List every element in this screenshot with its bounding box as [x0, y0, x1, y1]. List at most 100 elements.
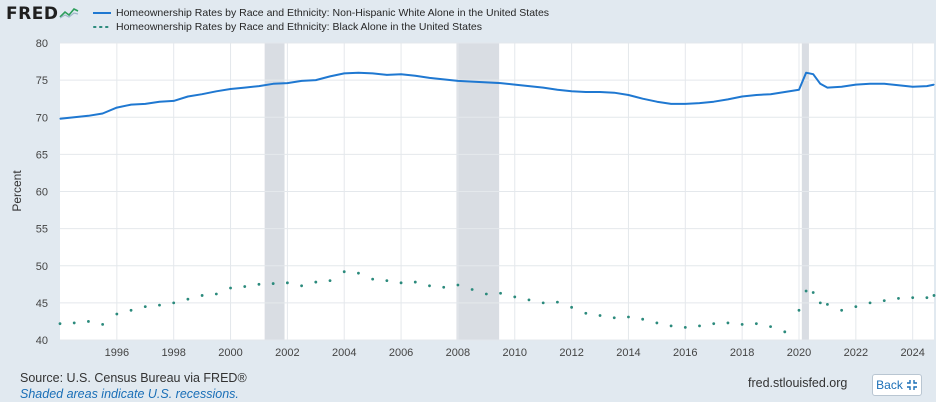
- data-point-black: [87, 320, 90, 323]
- data-point-black: [371, 277, 375, 281]
- data-point-black: [804, 289, 808, 293]
- data-point-white: [499, 82, 502, 84]
- data-point-black: [683, 325, 687, 329]
- data-point-white: [642, 98, 644, 100]
- data-point-black: [555, 300, 559, 304]
- x-tick-label: 2016: [673, 347, 697, 359]
- data-point-white: [897, 84, 900, 86]
- data-point-black: [484, 292, 488, 296]
- data-point-white: [244, 86, 246, 89]
- data-point-white: [599, 91, 601, 93]
- data-point-black: [911, 296, 915, 300]
- data-point-white: [73, 116, 75, 118]
- data-point-white: [173, 100, 175, 102]
- data-point-white: [798, 89, 800, 91]
- data-point-black: [925, 296, 929, 300]
- data-point-black: [58, 322, 62, 326]
- data-point-white: [769, 93, 772, 95]
- x-tick-label: 2014: [616, 347, 640, 359]
- recession-note: Shaded areas indicate U.S. recessions.: [20, 387, 239, 401]
- data-point-white: [713, 101, 715, 103]
- data-point-black: [143, 305, 147, 308]
- data-point-white: [926, 85, 928, 87]
- data-point-white: [144, 103, 146, 105]
- grid-lines: [60, 42, 934, 341]
- data-point-white: [201, 93, 203, 95]
- data-point-white: [428, 77, 431, 79]
- data-point-black: [932, 294, 936, 297]
- data-point-white: [514, 83, 516, 86]
- data-point-black: [897, 297, 900, 300]
- y-tick-label: 45: [36, 298, 48, 310]
- data-point-black: [598, 314, 602, 317]
- x-tick-label: 2018: [730, 347, 754, 359]
- data-point-black: [257, 282, 261, 286]
- data-point-white: [102, 112, 104, 115]
- data-point-white: [841, 86, 843, 88]
- data-point-black: [655, 321, 659, 325]
- data-point-white: [755, 94, 757, 96]
- data-point-black: [470, 288, 474, 291]
- fred-logo-text: FRED: [6, 4, 59, 24]
- data-point-black: [300, 284, 303, 288]
- data-point-black: [243, 285, 247, 288]
- data-point-black: [811, 291, 815, 294]
- data-point-white: [542, 86, 544, 89]
- data-point-black: [612, 316, 616, 320]
- data-point-white: [258, 85, 260, 87]
- data-point-white: [386, 74, 388, 76]
- y-axis: 40 45 50 55 60 65 70 75 80: [36, 38, 48, 347]
- data-point-black: [342, 270, 346, 274]
- data-point-black: [328, 279, 332, 282]
- y-tick-label: 70: [36, 112, 48, 124]
- data-point-black: [101, 323, 105, 326]
- data-point-white: [485, 81, 487, 83]
- data-point-black: [627, 315, 630, 319]
- data-point-white: [457, 80, 459, 82]
- data-point-black: [698, 324, 701, 328]
- data-point-black: [854, 305, 858, 308]
- data-point-white: [883, 83, 885, 85]
- y-tick-label: 55: [36, 224, 48, 236]
- data-point-white: [272, 83, 274, 85]
- x-tick-label: 2020: [787, 347, 811, 359]
- data-point-black: [385, 279, 389, 282]
- data-point-white: [229, 88, 232, 90]
- fred-logo[interactable]: FRED: [6, 4, 80, 24]
- data-point-white: [627, 94, 630, 96]
- data-point-white: [443, 78, 445, 80]
- data-point-black: [357, 271, 360, 275]
- data-point-white: [315, 79, 317, 81]
- x-tick-label: 1996: [105, 347, 129, 359]
- data-point-black: [754, 322, 758, 326]
- site-url[interactable]: fred.stlouisfed.org: [748, 376, 848, 390]
- x-tick-label: 2006: [389, 347, 413, 359]
- legend-label-black: Homeownership Rates by Race and Ethnicit…: [116, 21, 482, 33]
- data-point-white: [933, 83, 935, 86]
- data-point-black: [214, 292, 218, 296]
- data-point-white: [571, 90, 573, 92]
- data-point-white: [329, 75, 331, 78]
- x-tick-label: 1998: [161, 347, 185, 359]
- data-point-black: [442, 285, 446, 289]
- data-point-black: [428, 284, 431, 288]
- data-point-white: [528, 85, 530, 87]
- data-point-white: [819, 83, 821, 85]
- data-point-black: [797, 308, 801, 312]
- y-tick-label: 50: [36, 261, 48, 273]
- data-point-black: [669, 324, 673, 328]
- data-point-black: [584, 311, 588, 315]
- data-point-black: [271, 282, 275, 285]
- legend-line-dotted-icon: [93, 26, 112, 28]
- data-point-black: [129, 308, 133, 312]
- x-axis: 1996 1998 2000 2002 2004 2006 2008 2010 2012 2014…: [105, 347, 925, 359]
- legend-label-white: Homeownership Rates by Race and Ethnicit…: [116, 7, 550, 19]
- back-button[interactable]: Back: [872, 374, 922, 396]
- data-point-white: [784, 91, 786, 93]
- y-tick-label: 65: [36, 149, 48, 161]
- data-point-black: [868, 301, 872, 305]
- source-text: Source: U.S. Census Bureau via FRED®: [20, 371, 247, 385]
- x-tick-label: 2008: [446, 347, 470, 359]
- chart-legend: Homeownership Rates by Race and Ethnicit…: [92, 6, 549, 34]
